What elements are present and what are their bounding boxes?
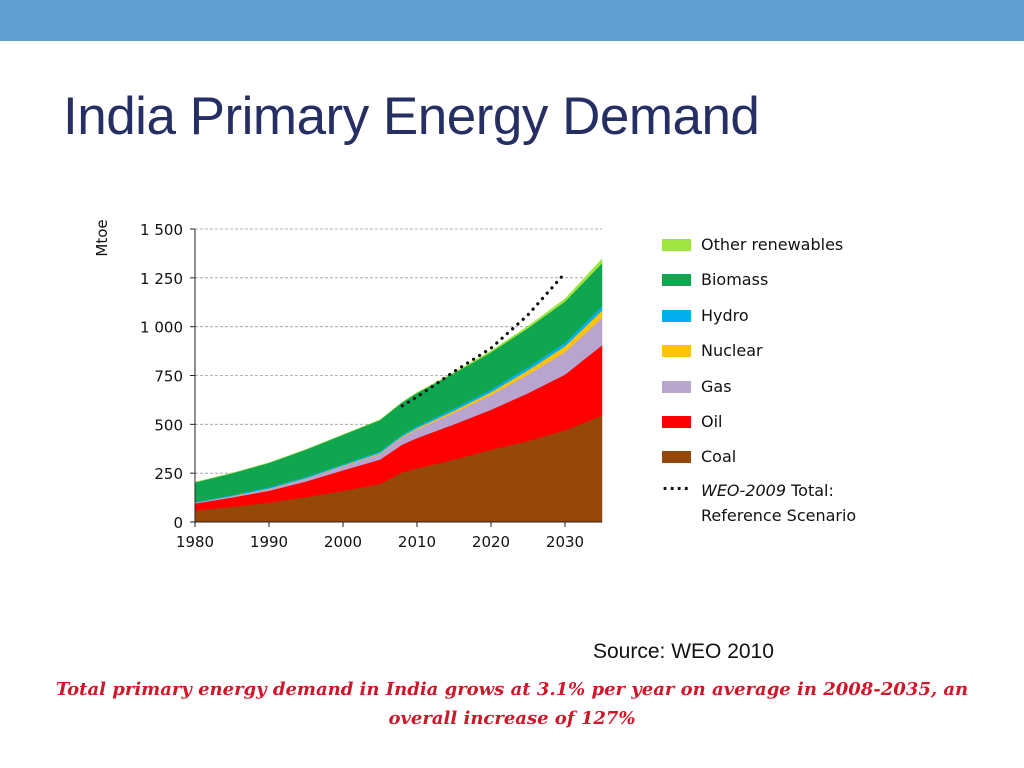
legend-label: Other renewables: [701, 235, 844, 254]
y-tick-label: 500: [154, 416, 183, 434]
legend-item-other-renewables: Other renewables: [662, 234, 922, 256]
legend-swatch: [662, 451, 691, 464]
slide-title: India Primary Energy Demand: [63, 87, 760, 146]
caption-line-1: Total primary energy demand in India gro…: [55, 679, 969, 700]
legend-item-biomass: Biomass: [662, 269, 922, 291]
dotted-line-icon: ....: [662, 475, 691, 494]
legend-item-nuclear: Nuclear: [662, 340, 922, 362]
chart-areas: [194, 258, 603, 523]
legend-item-oil: Oil: [662, 411, 922, 433]
x-tick-label: 2000: [324, 533, 362, 551]
legend-swatch: [662, 416, 691, 428]
y-axis-label: Mtoe: [93, 219, 111, 256]
legend-swatch: [662, 274, 691, 287]
x-tick-label: 2010: [398, 533, 436, 551]
legend-reference-line2: Reference Scenario: [701, 506, 857, 525]
y-tick-label: 250: [154, 465, 183, 483]
legend-reference-label: WEO-2009 Total: Reference Scenario: [701, 478, 856, 528]
legend-swatch: [662, 239, 691, 251]
caption-line-2: overall increase of 127%: [388, 708, 636, 729]
legend-item-reference: .... WEO-2009 Total: Reference Scenario: [662, 475, 922, 526]
legend-item-coal: Coal: [662, 446, 922, 468]
legend-item-hydro: Hydro: [662, 305, 922, 327]
x-tick-label: 2030: [546, 533, 584, 551]
y-tick-label: 1 000: [140, 319, 183, 337]
y-tick-label: 1 500: [140, 221, 183, 239]
reference-scenario-line: [400, 271, 567, 408]
x-tick-label: 1990: [250, 533, 288, 551]
legend-label: Oil: [701, 412, 723, 431]
x-tick-label: 2020: [472, 533, 510, 551]
y-tick-label: 0: [173, 514, 183, 532]
area-other-renewables: [194, 258, 603, 483]
top-bar: [0, 0, 1024, 41]
reference-scenario-dots: [400, 271, 567, 408]
legend-swatch: [662, 309, 691, 322]
y-tick-label: 1 250: [140, 270, 183, 288]
y-tick-label: 750: [154, 368, 183, 386]
legend-label: Gas: [701, 376, 732, 396]
legend-reference-italic: WEO-2009: [701, 481, 787, 500]
legend-swatch: [662, 380, 691, 393]
x-tick-label: 1980: [176, 533, 214, 551]
legend-label: Coal: [701, 447, 737, 467]
chart-axes: 0 250 500 750 1 000 1 250 1 500 1980 1990 2000 201…: [140, 221, 602, 551]
legend-label: Hydro: [701, 305, 749, 325]
legend-item-gas: Gas: [662, 376, 922, 398]
legend-label: Biomass: [701, 270, 769, 290]
legend-label: Nuclear: [701, 341, 763, 361]
caption: Total primary energy demand in India gro…: [0, 675, 1024, 733]
legend-reference-line1: Total:: [786, 481, 834, 500]
legend-swatch: [662, 345, 691, 358]
source-note: Source: WEO 2010: [593, 640, 774, 663]
